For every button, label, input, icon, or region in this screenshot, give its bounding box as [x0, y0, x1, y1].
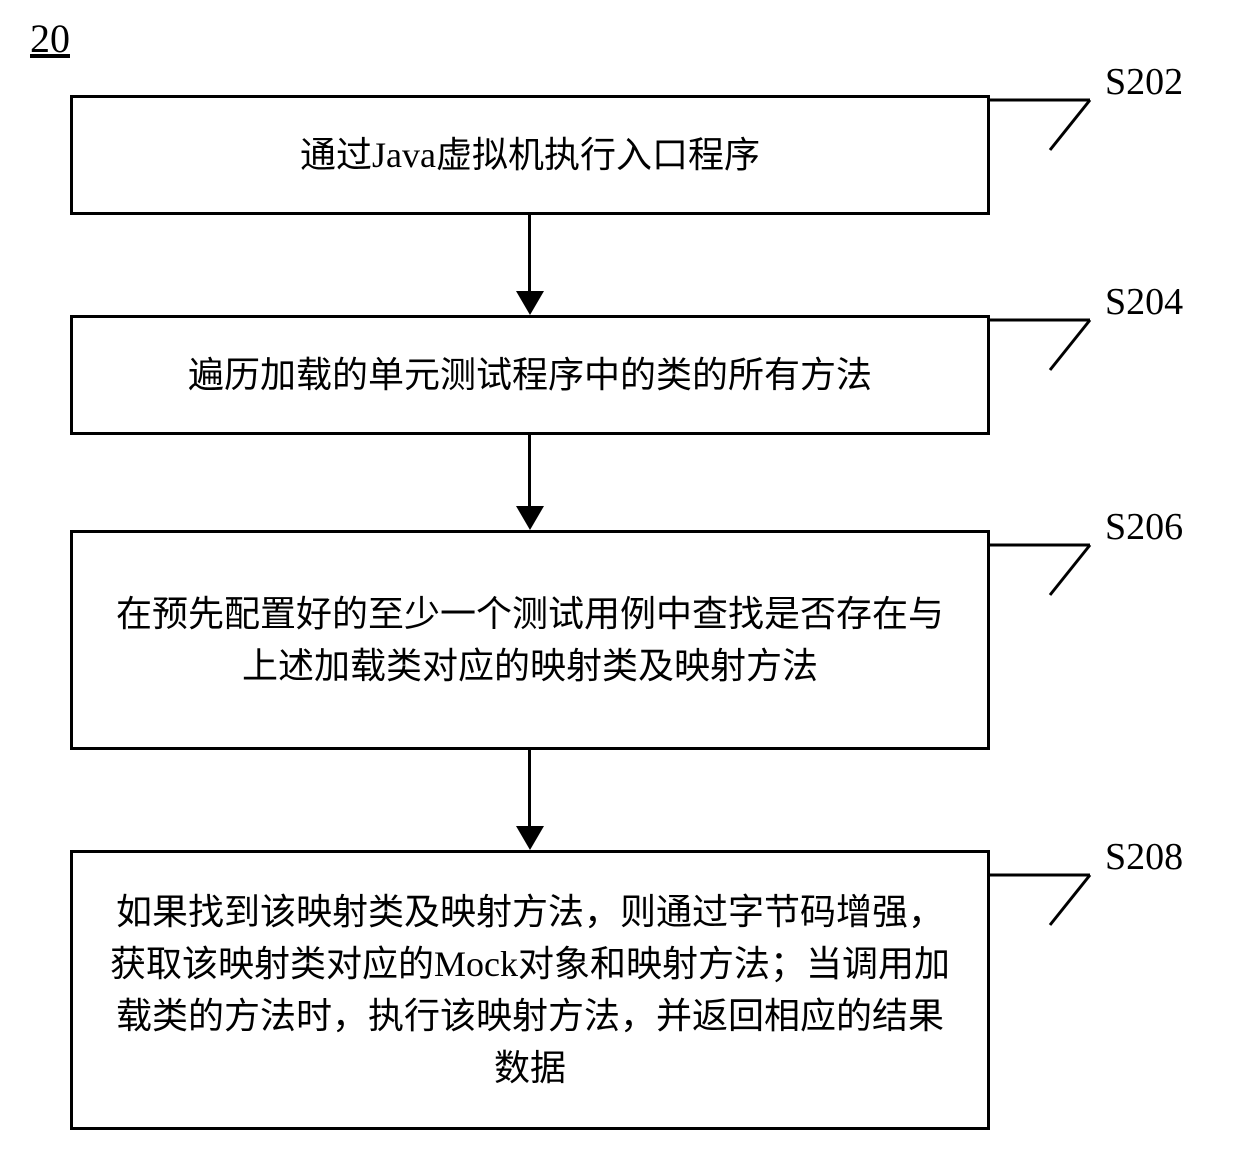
connector-s202	[990, 95, 1110, 155]
arrow-line-2	[528, 435, 531, 506]
figure-number: 20	[30, 15, 70, 62]
connector-s208	[990, 870, 1110, 930]
connector-s204	[990, 315, 1110, 375]
arrow-head-2	[516, 506, 544, 530]
step-box-s204: 遍历加载的单元测试程序中的类的所有方法	[70, 315, 990, 435]
step-box-s202: 通过Java虚拟机执行入口程序	[70, 95, 990, 215]
step-label-s206: S206	[1105, 505, 1183, 549]
step-label-s204: S204	[1105, 280, 1183, 324]
arrow-line-3	[528, 750, 531, 826]
step-box-s206: 在预先配置好的至少一个测试用例中查找是否存在与上述加载类对应的映射类及映射方法	[70, 530, 990, 750]
arrow-head-1	[516, 291, 544, 315]
flowchart-canvas: { "figure_label": "20", "layout": { "can…	[0, 0, 1240, 1171]
connector-s206	[990, 540, 1110, 600]
step-label-s202: S202	[1105, 60, 1183, 104]
step-label-s208: S208	[1105, 835, 1183, 879]
step-box-s208: 如果找到该映射类及映射方法，则通过字节码增强，获取该映射类对应的Mock对象和映…	[70, 850, 990, 1130]
step-text: 如果找到该映射类及映射方法，则通过字节码增强，获取该映射类对应的Mock对象和映…	[103, 886, 957, 1095]
step-text: 通过Java虚拟机执行入口程序	[300, 129, 760, 181]
arrow-head-3	[516, 826, 544, 850]
arrow-line-1	[528, 215, 531, 291]
step-text: 在预先配置好的至少一个测试用例中查找是否存在与上述加载类对应的映射类及映射方法	[103, 588, 957, 692]
step-text: 遍历加载的单元测试程序中的类的所有方法	[188, 349, 872, 401]
